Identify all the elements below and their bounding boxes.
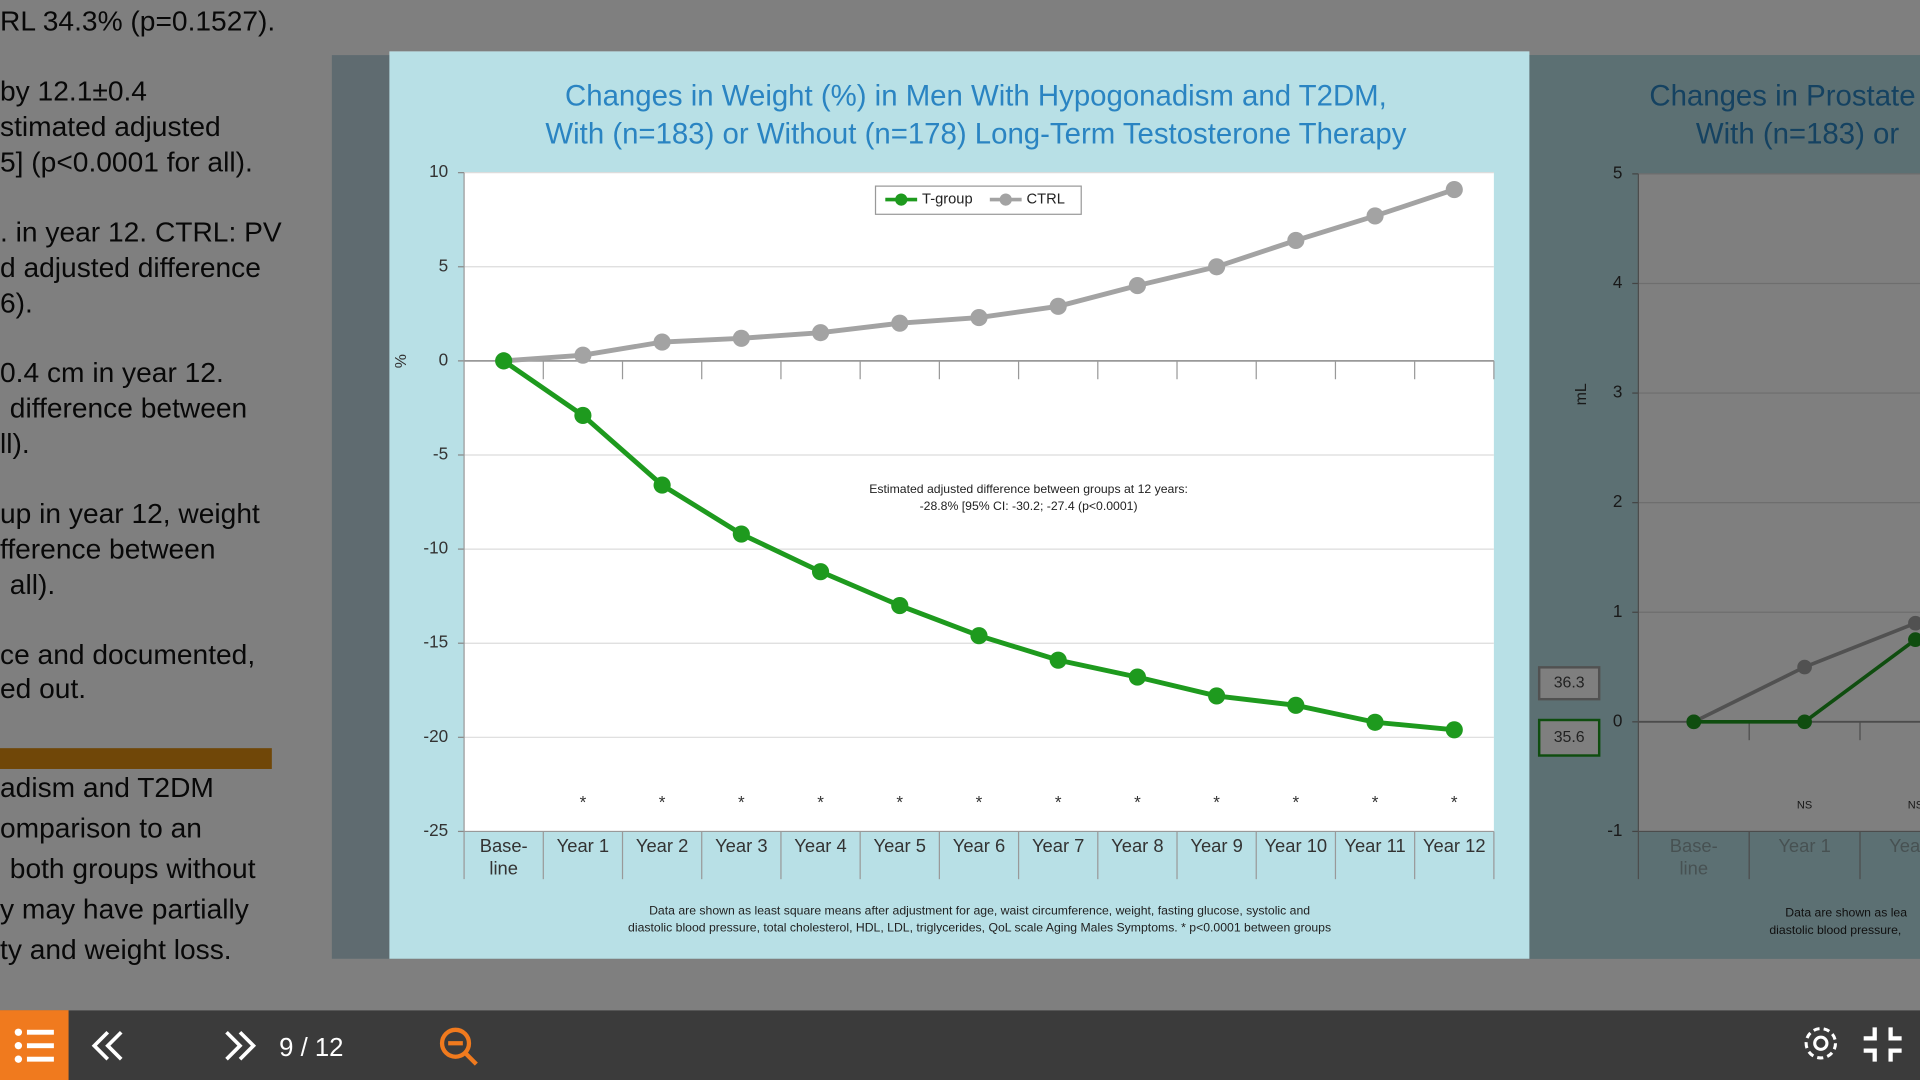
y-tick-label: -15 — [423, 632, 448, 652]
data-point — [811, 563, 830, 581]
legend-label: T-group — [922, 191, 973, 207]
annotation: -28.8% [95% CI: -30.2; -27.4 (p<0.0001) — [920, 499, 1138, 513]
pager: 9 / 12 — [279, 1034, 343, 1062]
y-tick-label: -25 — [423, 820, 448, 840]
x-tick-label: Year 1 — [556, 836, 610, 858]
data-point — [970, 627, 988, 645]
y-tick-label: -10 — [423, 538, 448, 558]
significance-marker: * — [580, 792, 587, 812]
legend-marker — [999, 193, 1012, 206]
data-point — [1049, 651, 1067, 669]
data-point — [732, 525, 750, 543]
exit-fullscreen-button[interactable] — [1863, 1027, 1902, 1062]
data-point — [653, 476, 671, 494]
data-point — [1049, 297, 1067, 315]
x-tick-label: Year 11 — [1344, 836, 1406, 858]
chart-title: With (n=183) or Without (n=178) Long-Ter… — [545, 118, 1406, 151]
x-tick-label: Year 3 — [715, 836, 768, 858]
data-point — [811, 324, 830, 342]
data-point — [1287, 696, 1305, 714]
dim-overlay — [0, 0, 1920, 1011]
data-point — [1128, 277, 1146, 295]
data-point — [574, 406, 592, 425]
toolbar — [0, 1010, 1920, 1080]
plot-area — [464, 172, 1494, 832]
significance-marker: * — [1134, 792, 1141, 812]
zoom-out-button[interactable] — [439, 1027, 478, 1066]
y-axis-label: % — [393, 354, 410, 368]
x-tick-label: Year 4 — [794, 836, 847, 858]
x-tick-label: Year 9 — [1190, 836, 1243, 858]
footnote: Data are shown as least square means aft… — [649, 903, 1310, 917]
significance-marker: * — [1055, 792, 1062, 812]
x-tick-label: Year 5 — [873, 836, 926, 858]
data-point — [970, 309, 988, 327]
significance-marker: * — [738, 792, 745, 812]
data-point — [1366, 207, 1384, 225]
data-point — [732, 329, 750, 347]
x-tick-label: Year 2 — [1889, 836, 1920, 858]
significance-marker: * — [817, 792, 824, 812]
significance-marker: * — [1213, 792, 1220, 812]
significance-marker: * — [1451, 792, 1458, 812]
data-point — [1366, 713, 1384, 731]
y-tick-label: -5 — [433, 444, 448, 464]
x-tick-label: Year 7 — [1031, 836, 1085, 858]
significance-marker: * — [976, 792, 983, 812]
y-tick-label: 5 — [439, 255, 449, 275]
annotation: Estimated adjusted difference between gr… — [869, 482, 1188, 496]
significance-marker: * — [659, 792, 666, 812]
prev-button[interactable] — [91, 1030, 123, 1061]
data-point — [891, 314, 909, 332]
x-tick-label: Year 10 — [1264, 836, 1328, 858]
data-point — [1208, 687, 1226, 705]
data-point — [891, 596, 909, 615]
y-tick-label: 0 — [439, 349, 449, 369]
menu-icon — [14, 1028, 54, 1063]
x-tick-label: Year 8 — [1111, 836, 1164, 858]
x-tick-label: Base-line — [479, 836, 528, 880]
legend-marker — [895, 193, 908, 206]
data-point — [653, 333, 671, 351]
settings-button[interactable] — [1804, 1027, 1838, 1060]
y-tick-label: 10 — [429, 161, 448, 181]
data-point — [574, 346, 592, 364]
next-button[interactable] — [225, 1030, 257, 1061]
significance-marker: * — [1372, 792, 1379, 812]
data-point — [1208, 258, 1226, 276]
x-tick-label: Base-line — [1669, 836, 1718, 880]
chart-title: Changes in Weight (%) in Men With Hypogo… — [565, 80, 1387, 113]
data-point — [495, 352, 513, 370]
x-tick-label: Year 1 — [1778, 836, 1831, 858]
significance-marker: * — [1293, 792, 1300, 812]
data-point — [1445, 181, 1463, 199]
data-point — [1445, 721, 1463, 739]
y-tick-label: -20 — [423, 726, 448, 746]
data-point — [1287, 231, 1305, 249]
data-point — [1128, 668, 1146, 686]
x-tick-label: Year 6 — [952, 836, 1006, 858]
x-tick-label: Year 2 — [635, 836, 689, 858]
significance-marker: * — [896, 792, 903, 812]
x-tick-label: Year 12 — [1422, 836, 1486, 858]
footnote: diastolic blood pressure, total choleste… — [628, 920, 1331, 934]
legend-label: CTRL — [1027, 191, 1065, 207]
